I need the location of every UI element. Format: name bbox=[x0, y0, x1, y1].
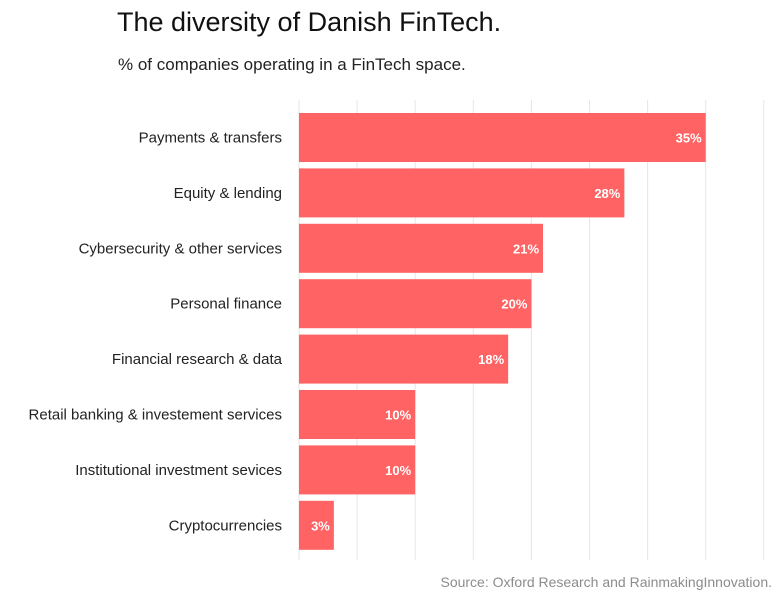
category-label: Equity & lending bbox=[174, 185, 282, 202]
value-label: 21% bbox=[513, 241, 539, 256]
category-label: Payments & transfers bbox=[139, 130, 282, 147]
bar bbox=[299, 279, 532, 329]
category-label: Cryptocurrencies bbox=[169, 517, 282, 534]
bar bbox=[299, 113, 706, 162]
category-label: Personal finance bbox=[170, 296, 282, 313]
value-label: 35% bbox=[676, 131, 702, 146]
value-label: 18% bbox=[478, 352, 504, 367]
bar bbox=[299, 168, 625, 218]
bar bbox=[299, 445, 416, 495]
chart-subtitle: % of companies operating in a FinTech sp… bbox=[118, 55, 466, 74]
bar bbox=[299, 390, 416, 439]
bar bbox=[299, 223, 544, 273]
category-label: Cybersecurity & other services bbox=[79, 240, 282, 257]
value-label: 3% bbox=[311, 518, 330, 533]
value-label: 10% bbox=[385, 463, 411, 478]
category-label: Retail banking & investement services bbox=[29, 407, 282, 424]
chart-title: The diversity of Danish FinTech. bbox=[117, 7, 502, 37]
source-note: Source: Oxford Research and RainmakingIn… bbox=[440, 574, 772, 590]
value-label: 28% bbox=[594, 186, 620, 201]
bar bbox=[299, 334, 509, 384]
category-label: Institutional investment sevices bbox=[75, 462, 282, 479]
bar bbox=[299, 500, 334, 550]
value-label: 10% bbox=[385, 408, 411, 423]
category-label: Financial research & data bbox=[112, 351, 283, 368]
value-label: 20% bbox=[501, 297, 527, 312]
